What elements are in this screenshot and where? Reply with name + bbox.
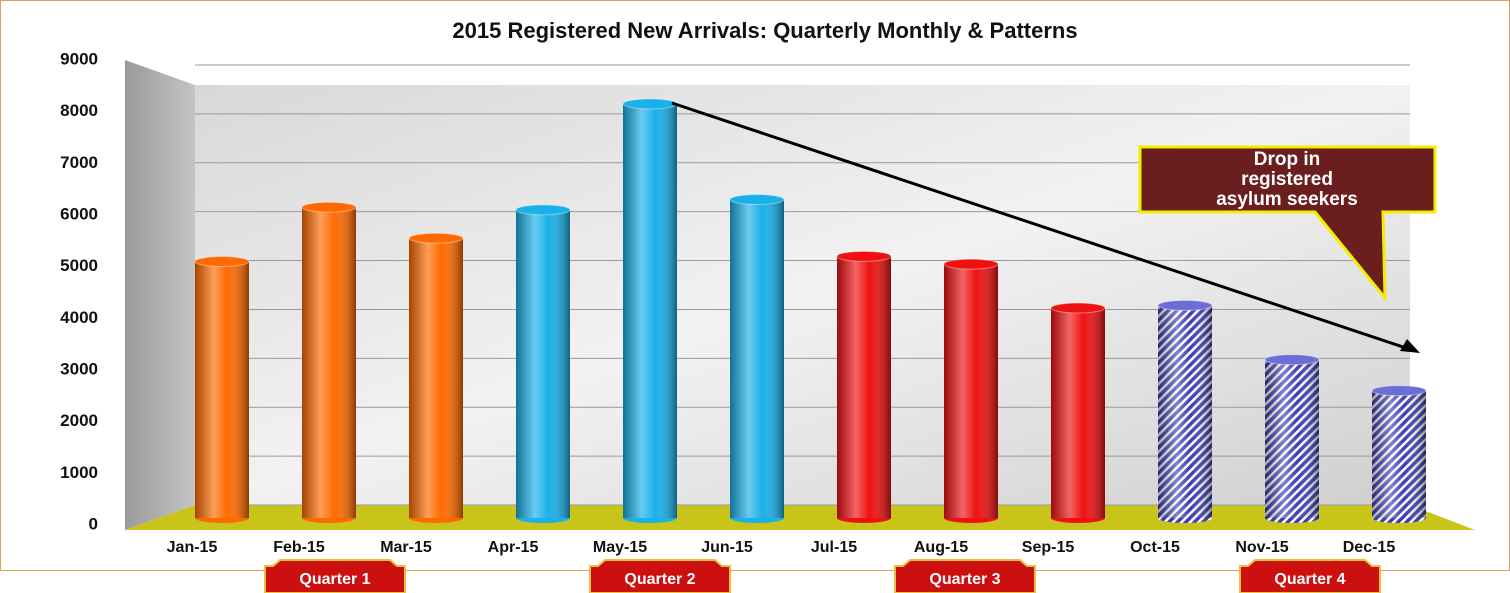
bar <box>1371 385 1427 523</box>
bar-top <box>1371 385 1427 397</box>
y-tick-label: 9000 <box>60 49 98 68</box>
y-tick-label: 0 <box>89 514 98 533</box>
callout-text: registered <box>1241 169 1333 190</box>
callout-text: Drop in <box>1254 149 1321 170</box>
bar-shade <box>516 209 570 519</box>
callout-text: asylum seekers <box>1216 189 1358 210</box>
bar <box>622 98 678 523</box>
arrow-head <box>1400 339 1420 353</box>
bar-shade <box>623 103 677 519</box>
quarter-tab <box>894 559 1036 593</box>
back-wall <box>195 85 1410 505</box>
x-tick-label: Mar-15 <box>380 539 432 556</box>
bar <box>194 256 250 523</box>
x-tick-label: Jun-15 <box>701 539 753 556</box>
x-tick-label: Aug-15 <box>914 539 968 556</box>
quarter-label: Quarter 1 <box>299 571 370 588</box>
bar-shade <box>195 261 249 518</box>
x-tick-label: Apr-15 <box>488 539 539 556</box>
y-tick-label: 3000 <box>60 359 98 378</box>
bar-shade <box>409 238 463 518</box>
bar <box>729 194 785 523</box>
bar <box>1157 299 1213 523</box>
side-wall <box>125 60 195 530</box>
bar-top <box>729 194 785 205</box>
bar-shade <box>1265 359 1319 518</box>
bar-shade <box>730 199 784 518</box>
y-tick-label: 8000 <box>60 101 98 120</box>
bar-top <box>836 250 892 262</box>
bar <box>943 258 999 523</box>
x-tick-label: Feb-15 <box>273 539 325 556</box>
x-tick-label: May-15 <box>593 539 647 556</box>
y-tick-label: 2000 <box>60 411 98 430</box>
quarter-tab <box>1239 559 1381 593</box>
bar-shade <box>944 264 998 518</box>
quarter-tab <box>264 559 406 593</box>
bar-top <box>943 258 999 270</box>
y-tick-label: 1000 <box>60 463 98 482</box>
bar-shade <box>302 207 356 518</box>
bar <box>408 232 464 523</box>
quarter-label: Quarter 3 <box>929 571 1000 588</box>
x-tick-label: Sep-15 <box>1022 539 1075 556</box>
bar-top <box>622 98 678 110</box>
bar-top <box>1157 299 1213 311</box>
bar <box>1264 354 1320 523</box>
quarter-label: Quarter 4 <box>1274 571 1345 588</box>
bar-top <box>1264 354 1320 366</box>
x-tick-label: Nov-15 <box>1235 539 1288 556</box>
bar-shade <box>837 256 891 518</box>
callout-box <box>1138 145 1437 303</box>
y-tick-label: 7000 <box>60 153 98 172</box>
y-tick-label: 5000 <box>60 256 98 275</box>
bar <box>515 204 571 523</box>
x-tick-label: Dec-15 <box>1343 539 1396 556</box>
trend-arrow <box>671 101 1413 352</box>
bar-top <box>408 232 464 244</box>
bar-shade <box>1158 305 1212 518</box>
quarter-label: Quarter 2 <box>624 571 695 588</box>
bar-top <box>301 201 357 213</box>
bar <box>836 250 892 523</box>
y-tick-label: 4000 <box>60 308 98 327</box>
x-tick-label: Jul-15 <box>811 539 857 556</box>
bar-shade <box>1372 390 1426 518</box>
quarter-tab <box>589 559 731 593</box>
bar-shade <box>1051 308 1105 518</box>
y-tick-label: 6000 <box>60 204 98 223</box>
chart-title: 2015 Registered New Arrivals: Quarterly … <box>452 18 1077 43</box>
x-tick-label: Jan-15 <box>167 539 218 556</box>
bar <box>301 201 357 523</box>
bar-top <box>1050 302 1106 314</box>
bar-top <box>194 256 250 267</box>
bar-top <box>515 204 571 216</box>
bar <box>1050 302 1106 523</box>
x-tick-label: Oct-15 <box>1130 539 1180 556</box>
